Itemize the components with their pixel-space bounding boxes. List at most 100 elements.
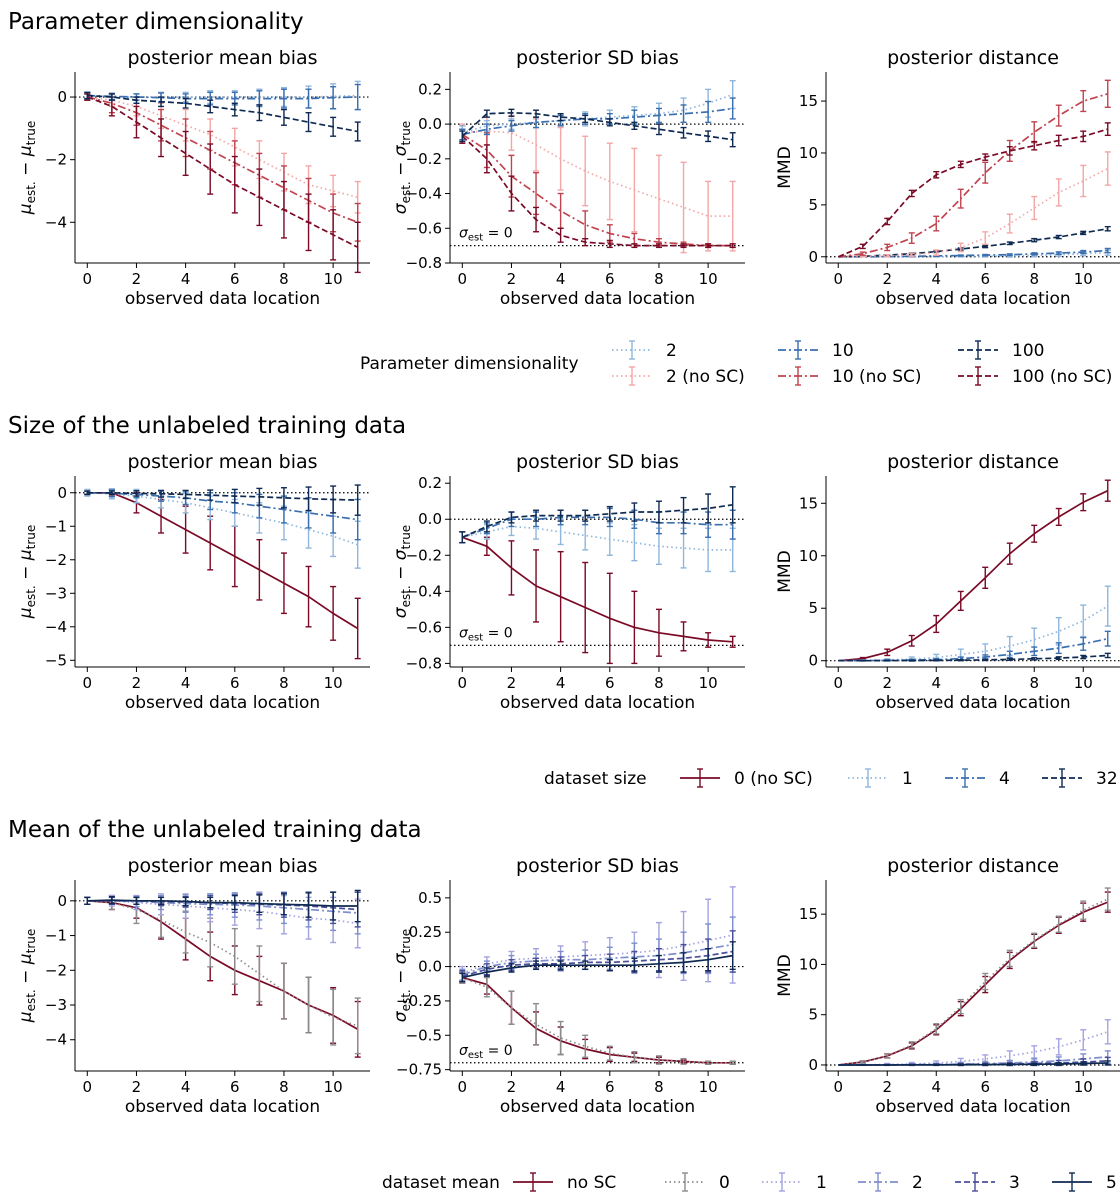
y-label-subscript: true xyxy=(24,929,38,954)
x-tick-label: 2 xyxy=(507,1078,517,1096)
legend-label: 32 xyxy=(1096,769,1118,789)
subplot-title: posterior distance xyxy=(887,47,1059,69)
y-axis-label-text: μest. − μtrue xyxy=(16,525,38,620)
y-label-subscript: true xyxy=(399,525,413,550)
section-title: Mean of the unlabeled training data xyxy=(8,817,422,843)
series-3 xyxy=(459,930,736,983)
series-2 xyxy=(459,916,736,982)
y-label-subscript: est. xyxy=(24,181,38,203)
x-tick-label: 4 xyxy=(556,674,566,692)
x-axis-label: observed data location xyxy=(500,693,695,713)
y-tick-label: −4 xyxy=(45,213,67,231)
series-5 xyxy=(838,1060,1111,1066)
y-label-symbol: μ xyxy=(16,1011,36,1023)
y-label-subscript: true xyxy=(399,929,413,954)
y-tick-label: 10 xyxy=(799,955,818,973)
y-tick-label: −0.6 xyxy=(406,618,442,636)
series-line xyxy=(838,637,1108,662)
y-tick-label: −0.75 xyxy=(396,1061,442,1079)
x-tick-label: 8 xyxy=(279,674,289,692)
x-tick-label: 10 xyxy=(324,270,343,288)
y-tick-label: −5 xyxy=(45,651,67,669)
series-100 xyxy=(459,108,736,148)
legend-item: 100 (no SC) xyxy=(958,366,1112,387)
series-line xyxy=(838,901,1109,1066)
series-line xyxy=(87,899,358,1027)
sd-floor-annotation: σest = 0 xyxy=(459,226,513,244)
series-0-no-sc- xyxy=(459,531,736,665)
series-line xyxy=(462,976,733,1064)
series-line xyxy=(462,130,733,217)
y-label-subscript: est. xyxy=(399,181,413,203)
legend-item: 2 xyxy=(612,340,677,361)
series-line xyxy=(461,135,733,247)
y-tick-label: −1 xyxy=(45,517,67,535)
y-tick-label: 0 xyxy=(57,892,67,910)
series-100-no-sc- xyxy=(84,93,361,274)
sd-floor-rhs: = 0 xyxy=(483,226,513,242)
x-tick-label: 0 xyxy=(83,270,93,288)
y-tick-label: 0.2 xyxy=(418,80,442,98)
series-0 xyxy=(84,894,361,1055)
series-5 xyxy=(459,941,736,983)
y-tick-label: −3 xyxy=(45,996,67,1014)
series-line xyxy=(838,489,1109,662)
y-tick-label: 0 xyxy=(808,1056,818,1074)
y-axis-label-text: MMD xyxy=(775,954,795,996)
series-line xyxy=(87,94,358,133)
x-tick-label: 10 xyxy=(1074,1078,1093,1096)
series-line xyxy=(86,96,359,249)
y-tick-label: 0 xyxy=(57,484,67,502)
series-line xyxy=(838,1062,1108,1066)
y-tick-label: 5 xyxy=(808,599,818,617)
x-axis-label: observed data location xyxy=(125,693,320,713)
x-tick-label: 0 xyxy=(83,1078,93,1096)
y-tick-label: 15 xyxy=(799,494,818,512)
x-tick-label: 0 xyxy=(458,674,468,692)
series-32 xyxy=(459,486,736,544)
y-axis-label: μest. − μtrue xyxy=(16,929,38,1024)
x-tick-label: 4 xyxy=(556,270,566,288)
y-tick-label: 0.2 xyxy=(418,474,442,492)
y-tick-label: 15 xyxy=(799,905,818,923)
x-tick-label: 10 xyxy=(699,674,718,692)
y-tick-label: −0.4 xyxy=(406,582,442,600)
y-label-symbol: σ xyxy=(391,144,411,156)
x-tick-label: 0 xyxy=(83,674,93,692)
series-2 xyxy=(84,80,361,111)
x-tick-label: 4 xyxy=(181,270,191,288)
series-line xyxy=(87,899,358,907)
series-line xyxy=(837,128,1109,258)
series-line xyxy=(87,491,358,501)
series-1 xyxy=(838,585,1111,662)
legend-label: 4 xyxy=(999,769,1010,789)
x-axis-label: observed data location xyxy=(125,289,320,309)
x-tick-label: 2 xyxy=(882,1078,892,1096)
y-label-symbol: σ xyxy=(391,606,411,618)
sd-floor-annotation: σest = 0 xyxy=(459,625,513,643)
series-100 xyxy=(84,91,361,142)
series-line xyxy=(462,950,733,978)
y-tick-label: −4 xyxy=(45,1031,67,1049)
series-line xyxy=(462,516,733,539)
x-tick-label: 6 xyxy=(605,674,615,692)
y-tick-label: 10 xyxy=(799,547,818,565)
legend-label: 100 xyxy=(1012,341,1044,361)
y-tick-label: 0 xyxy=(808,248,818,266)
y-axis-label-text: MMD xyxy=(775,550,795,592)
series-line xyxy=(461,133,733,247)
y-axis-label: μest. − μtrue xyxy=(16,121,38,216)
x-tick-label: 4 xyxy=(931,674,941,692)
x-tick-label: 8 xyxy=(1029,270,1039,288)
series-no-sc xyxy=(84,894,361,1058)
x-tick-label: 2 xyxy=(882,674,892,692)
series-5 xyxy=(84,889,361,923)
legend-title: dataset size xyxy=(544,769,647,789)
series-line xyxy=(462,954,733,979)
series-line xyxy=(87,899,358,925)
y-tick-label: 5 xyxy=(808,1006,818,1024)
series-0 xyxy=(838,887,1111,1066)
x-tick-label: 4 xyxy=(556,1078,566,1096)
y-tick-label: 0 xyxy=(808,652,818,670)
